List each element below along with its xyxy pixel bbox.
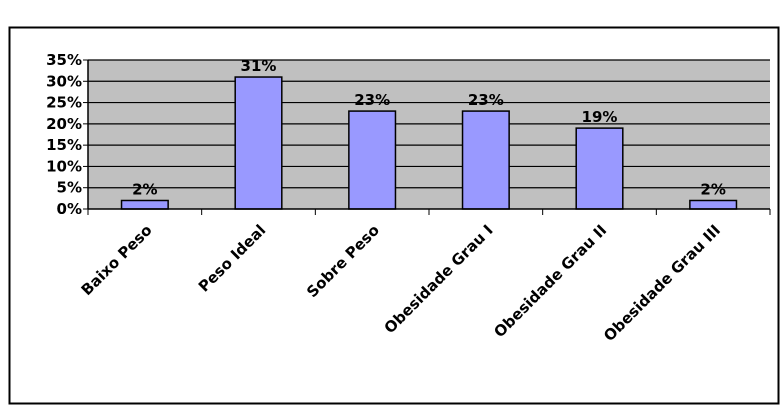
bar [689, 199, 738, 210]
bar [120, 199, 169, 210]
bar [234, 76, 283, 210]
bars [120, 76, 738, 210]
y-tick-label: 20% [46, 115, 82, 133]
data-labels: 2% 31% 23% 23% 19% 2% [132, 57, 726, 198]
data-label: 2% [132, 180, 157, 198]
y-tick-label: 30% [46, 72, 82, 90]
y-tick-label: 10% [46, 157, 82, 175]
y-tick-label: 0% [57, 200, 82, 218]
y-tick-label: 25% [46, 94, 82, 112]
plot-area [88, 60, 770, 209]
axes [83, 59, 771, 215]
data-label: 31% [241, 57, 277, 75]
bar [575, 127, 624, 210]
y-tick-label: 15% [46, 136, 82, 154]
y-tick-label: 5% [57, 179, 82, 197]
bar [348, 110, 397, 210]
gridlines [88, 59, 770, 189]
data-label: 19% [582, 108, 618, 126]
bar [461, 110, 510, 210]
data-label: 23% [354, 91, 390, 109]
y-tick-labels: 0% 5% 10% 15% 20% 25% 30% 35% [46, 51, 82, 218]
y-tick-label: 35% [46, 51, 82, 69]
data-label: 2% [700, 180, 725, 198]
data-label: 23% [468, 91, 504, 109]
